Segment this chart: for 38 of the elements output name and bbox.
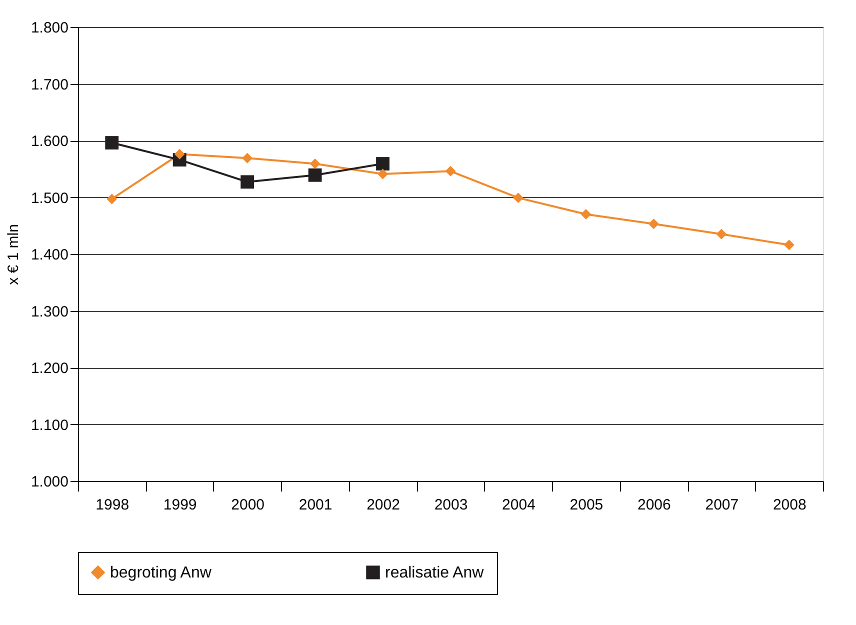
point: [105, 136, 119, 150]
y-tick-label: 1.600: [30, 133, 68, 150]
x-tick-label: 2008: [772, 496, 806, 514]
legend-label: begroting Anw: [110, 564, 212, 582]
x-tick-label: 1999: [163, 496, 197, 514]
point: [240, 175, 254, 189]
y-tick-label: 1.700: [30, 76, 68, 94]
x-tick-label: 2006: [637, 496, 671, 514]
x-tick-label: 2002: [366, 496, 400, 514]
x-tick-label: 1998: [96, 496, 130, 514]
point: [308, 168, 322, 182]
y-axis-title: x € 1 mln: [4, 224, 22, 285]
point: [174, 148, 185, 160]
point: [784, 240, 794, 250]
y-tick-label: 1.300: [30, 303, 68, 320]
point: [310, 158, 320, 170]
point: [376, 157, 390, 170]
y-tick-label: 1.800: [30, 20, 68, 36]
point: [580, 209, 592, 220]
point: [242, 152, 253, 164]
x-tick-label: 2003: [434, 496, 468, 514]
x-tick-label: 2001: [298, 496, 332, 514]
point: [106, 194, 118, 204]
x-tick-label: 2007: [705, 496, 739, 514]
point: [716, 228, 727, 240]
point: [378, 168, 388, 180]
x-tick-label: 2000: [231, 496, 265, 514]
point: [512, 192, 524, 204]
y-tick-label: 1.100: [30, 416, 68, 434]
y-tick-label: 1.000: [30, 474, 68, 490]
y-tick-label: 1.200: [30, 360, 68, 377]
point: [648, 218, 659, 230]
x-tick-label: 2005: [570, 496, 604, 514]
y-tick-label: 1.400: [30, 246, 68, 264]
point: [445, 166, 456, 176]
y-tick-label: 1.500: [30, 190, 68, 207]
legend-label: realisatie Anw: [385, 564, 484, 582]
x-tick-label: 2004: [502, 496, 536, 514]
